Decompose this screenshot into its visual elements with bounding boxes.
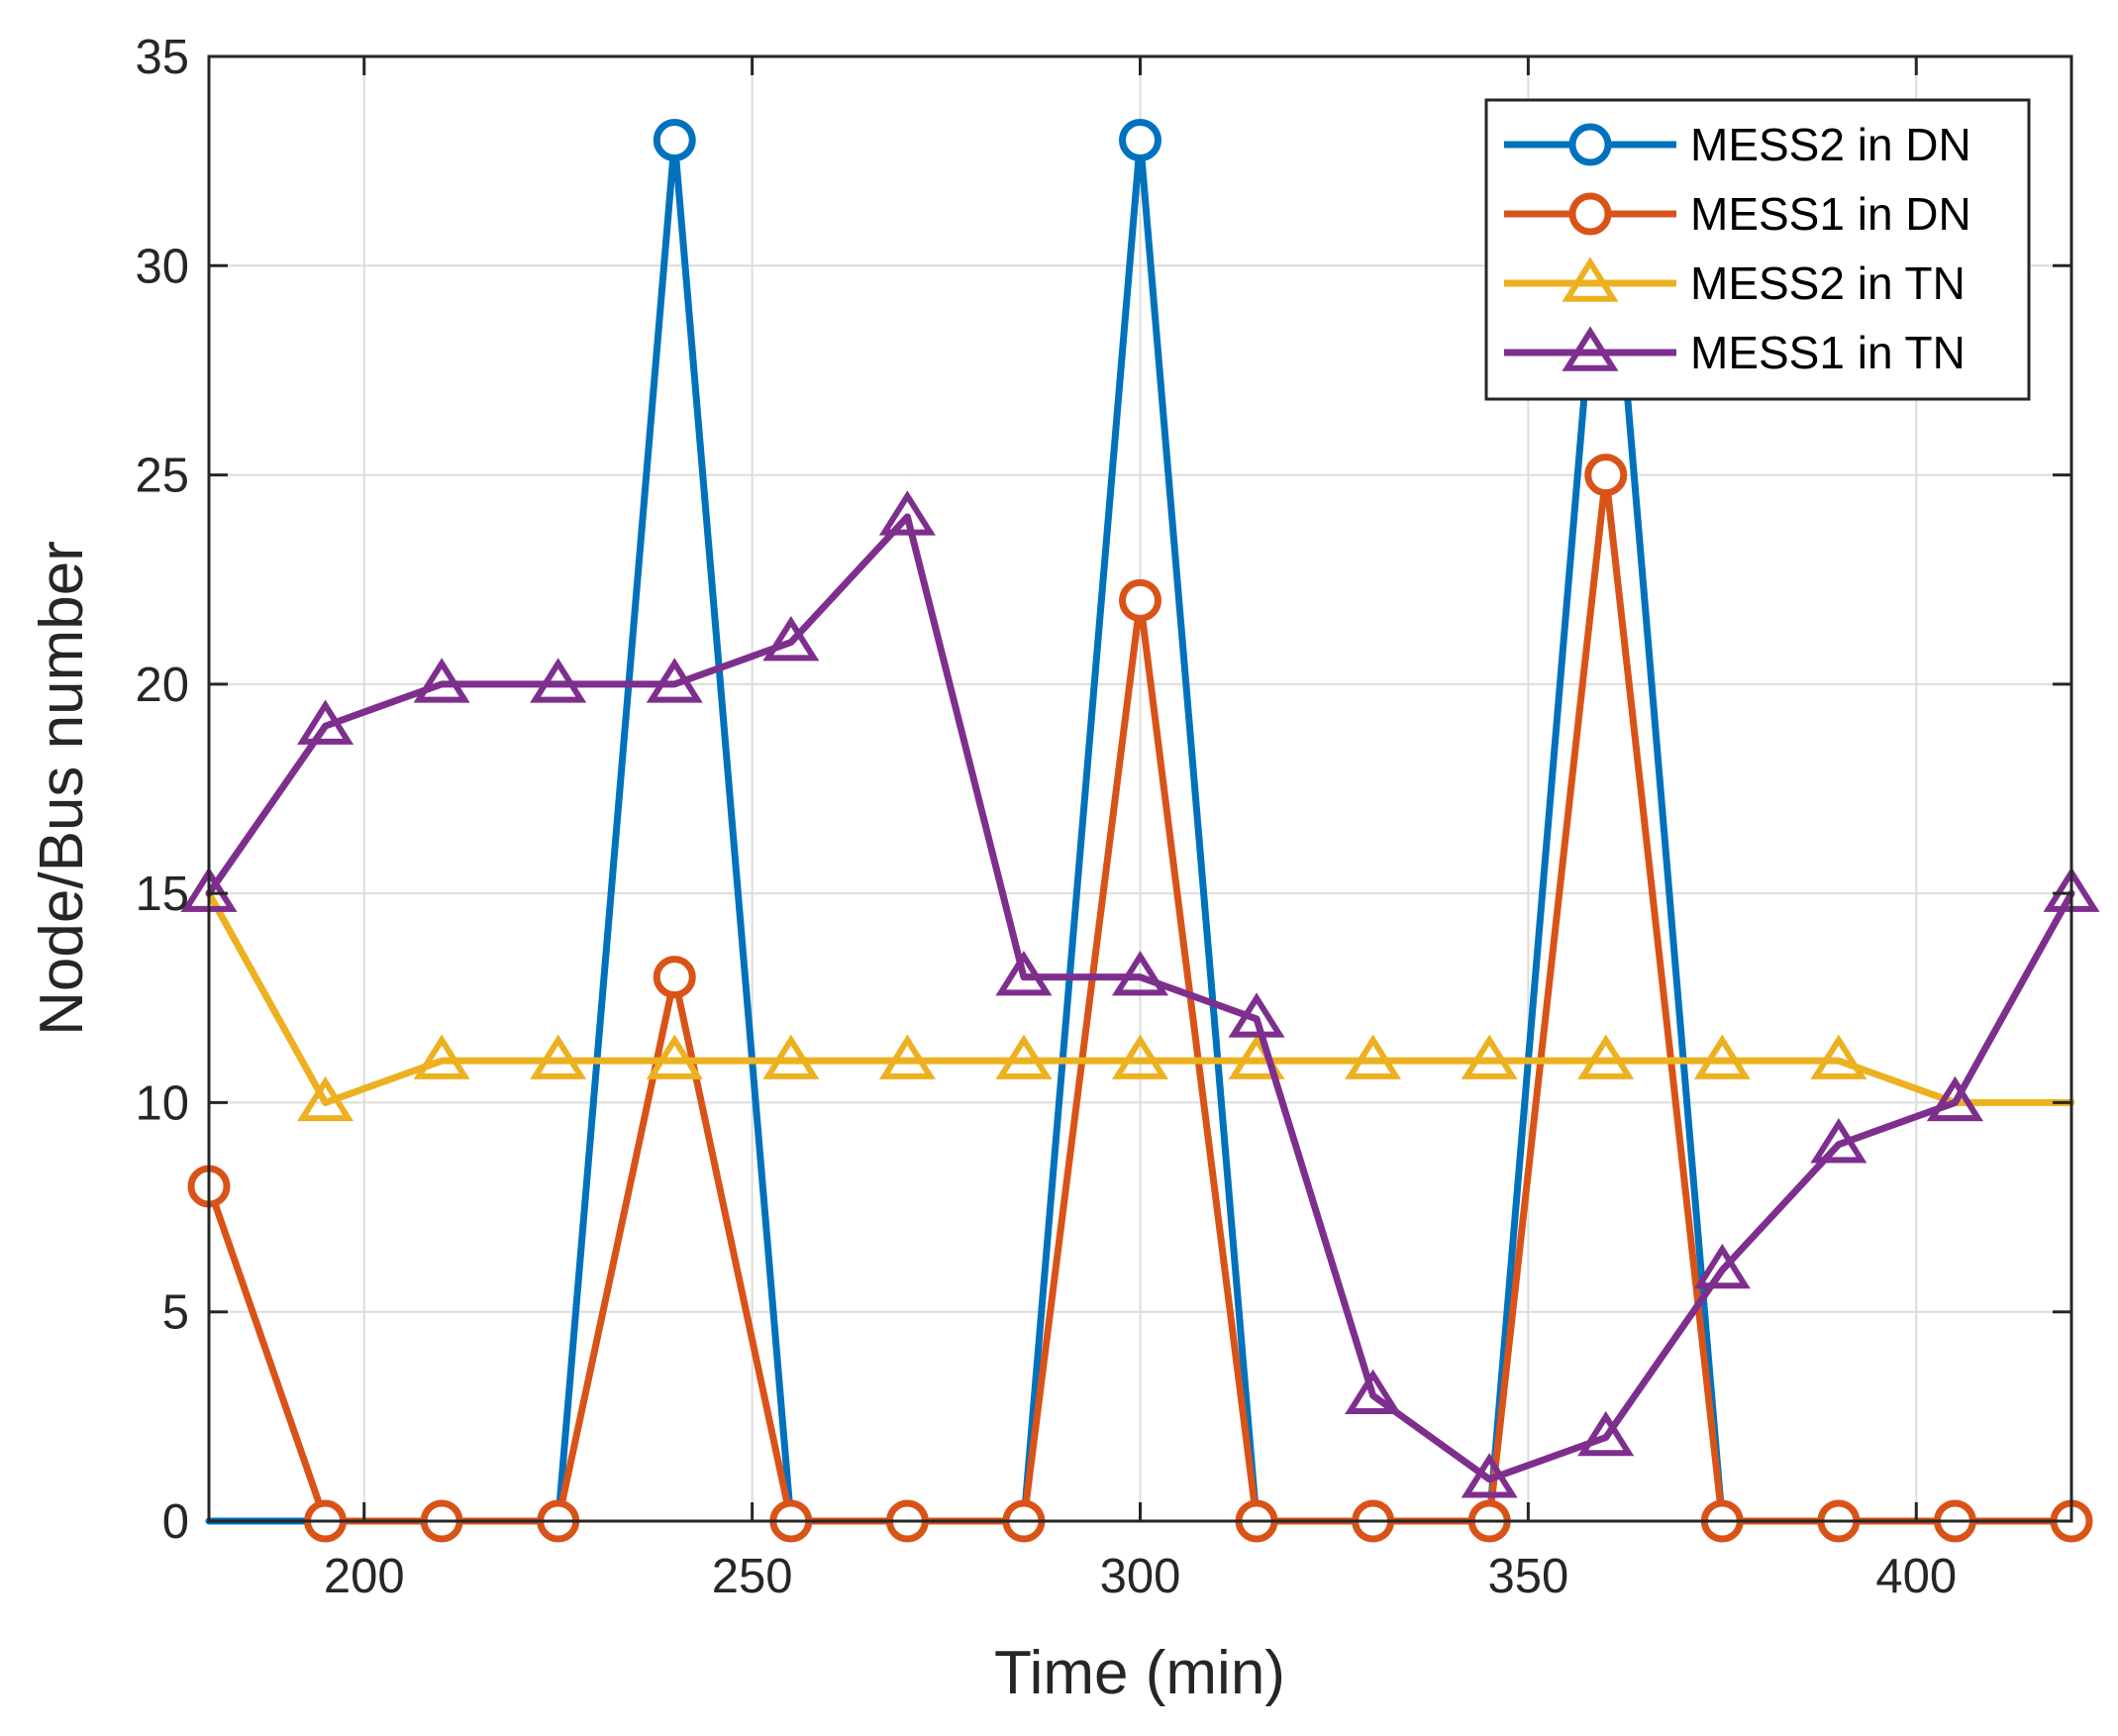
y-axis-title: Node/Bus number (28, 541, 96, 1036)
y-tick-label: 5 (162, 1286, 189, 1340)
x-tick-label: 200 (324, 1550, 405, 1603)
data-point (995, 1034, 1053, 1079)
x-tick-label: 300 (1100, 1550, 1181, 1603)
legend-label: MESS2 in TN (1690, 257, 1966, 309)
series-mess1-in-tn (180, 490, 2100, 1498)
data-point (1111, 951, 1169, 996)
data-point (653, 119, 696, 162)
data-point (530, 1034, 587, 1079)
y-tick-label: 0 (162, 1495, 189, 1549)
y-tick-label: 35 (135, 31, 189, 84)
y-tick-label: 30 (135, 240, 189, 293)
data-point (1577, 1410, 1635, 1457)
data-point (413, 658, 470, 703)
legend-marker (1568, 123, 1612, 166)
data-point (995, 951, 1053, 996)
data-point (413, 1034, 470, 1079)
legend-label: MESS1 in TN (1690, 327, 1966, 378)
data-point (1810, 1034, 1867, 1079)
data-point (1461, 1034, 1518, 1079)
legend-entry: MESS2 in TN (1504, 256, 1966, 309)
y-tick-label: 20 (135, 659, 189, 712)
data-point (297, 699, 354, 745)
legend-marker (1568, 192, 1612, 236)
data-point (1111, 1034, 1169, 1079)
data-point (1584, 454, 1628, 497)
legend: MESS2 in DN MESS1 in DN MESS2 in TN MESS1 i… (1484, 98, 2031, 401)
data-point (1693, 1034, 1751, 1079)
legend-marker (1562, 326, 1619, 371)
x-tick-label: 400 (1875, 1550, 1957, 1603)
y-tick-label: 15 (135, 868, 189, 921)
data-point (646, 1034, 703, 1079)
data-point (1577, 1034, 1635, 1079)
data-point (1461, 1453, 1518, 1498)
series-line (205, 513, 2075, 1483)
data-point (762, 615, 820, 662)
data-point (1926, 1075, 1983, 1122)
legend-entry: MESS2 in DN (1504, 119, 1971, 170)
legend-entry: MESS1 in TN (1504, 326, 1966, 378)
data-point (1345, 1034, 1402, 1079)
data-point (530, 658, 587, 703)
legend-label: MESS1 in DN (1690, 188, 1971, 240)
data-point (878, 490, 936, 536)
y-tick-label: 25 (135, 450, 189, 503)
data-point (1119, 119, 1161, 162)
data-point (1228, 992, 1285, 1038)
data-point (1345, 1369, 1402, 1414)
data-point (762, 1034, 820, 1079)
x-tick-label: 250 (712, 1550, 793, 1603)
legend-label: MESS2 in DN (1690, 119, 1971, 170)
data-point (653, 956, 696, 999)
axis-ticks: 200 250 300 350 400 0 5 10 15 20 25 30 35 (135, 31, 2071, 1603)
data-point (1119, 578, 1161, 622)
x-tick-label: 350 (1487, 1550, 1568, 1603)
x-axis-title: Time (min) (994, 1639, 1285, 1707)
y-tick-label: 10 (135, 1076, 189, 1130)
data-point (1810, 1118, 1867, 1164)
data-point (646, 658, 703, 703)
data-point (297, 1075, 354, 1122)
legend-entry: MESS1 in DN (1504, 188, 1971, 240)
series-line (205, 889, 2075, 1106)
data-point (1693, 1243, 1751, 1289)
legend-marker (1562, 256, 1619, 302)
data-point (878, 1034, 936, 1079)
